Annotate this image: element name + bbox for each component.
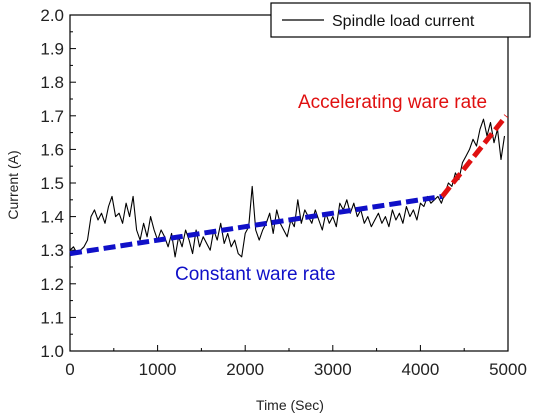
axes-layer [69, 14, 509, 352]
series-line-spindle-load-current [69, 118, 506, 258]
y-tick-label: 1.3 [40, 241, 64, 260]
annotation-accelerating-ware-rate: Accelerating ware rate [298, 92, 487, 113]
legend-label: Spindle load current [332, 13, 475, 30]
x-tick-label: 3000 [314, 360, 352, 379]
y-tick-label: 1.7 [40, 107, 64, 126]
y-tick-label: 1.0 [40, 342, 64, 361]
annotation-constant-ware-rate: Constant ware rate [175, 264, 336, 285]
y-tick-label: 1.2 [40, 275, 64, 294]
trend-line-accelerating-ware-rate [440, 114, 509, 198]
y-tick-label: 2.0 [40, 6, 64, 25]
y-tick-label: 1.4 [40, 208, 64, 227]
x-axis-title: Time (Sec) [256, 397, 324, 413]
trend-line-constant-ware-rate [69, 193, 443, 257]
y-tick-label: 1.8 [40, 73, 64, 92]
x-tick-label: 5000 [489, 360, 527, 379]
series-layer [69, 114, 509, 258]
x-tick-label: 1000 [139, 360, 177, 379]
x-tick-label: 2000 [226, 360, 264, 379]
y-tick-label: 1.9 [40, 40, 64, 59]
y-tick-label: 1.5 [40, 174, 64, 193]
y-tick-label: 1.1 [40, 308, 64, 327]
y-tick-label: 1.6 [40, 140, 64, 159]
x-tick-label: 4000 [401, 360, 439, 379]
x-tick-label: 0 [65, 360, 74, 379]
ticks-layer: 0 1000 2000 3000 4000 5000 1.0 1.1 1.2 1.3 1.4 1.5 1… [40, 6, 527, 379]
y-axis-title: Current (A) [5, 150, 21, 219]
legend: Spindle load current [270, 2, 531, 38]
plot-frame [69, 14, 509, 352]
